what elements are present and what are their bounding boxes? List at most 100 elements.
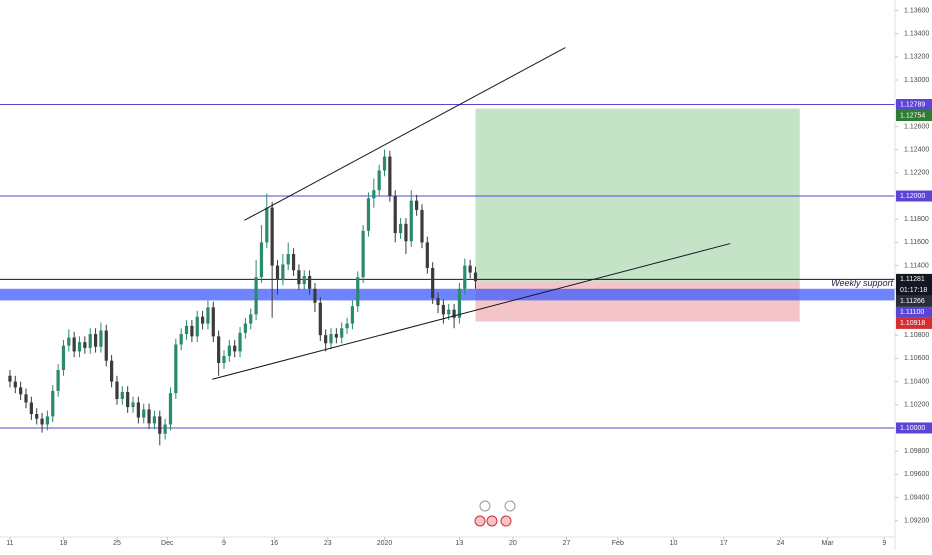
candle-body xyxy=(227,345,231,357)
candle-body xyxy=(388,156,392,197)
candle-body xyxy=(302,276,306,285)
y-tick-label: 1.09800 xyxy=(904,448,929,455)
event-icons xyxy=(474,500,516,527)
x-tick-label: Feb xyxy=(612,540,624,547)
price-tag xyxy=(896,317,932,329)
y-tick-label: 1.12200 xyxy=(904,170,929,177)
event-icon xyxy=(486,515,498,527)
candle-body xyxy=(13,381,17,388)
candle-body xyxy=(93,334,98,347)
price-tag xyxy=(896,306,932,318)
candle-body xyxy=(24,394,28,403)
y-tick-label: 1.10600 xyxy=(904,355,929,362)
x-tick-label: 17 xyxy=(720,540,728,547)
candle-body xyxy=(88,334,92,348)
price-tag xyxy=(896,295,932,307)
price-tag-label: 1.12754 xyxy=(900,112,925,119)
candle-body xyxy=(297,270,301,285)
candle-body xyxy=(179,334,183,345)
candle-body xyxy=(131,402,135,408)
candle-body xyxy=(366,198,371,231)
y-tick-label: 1.09200 xyxy=(904,518,929,525)
last-price-tag xyxy=(896,273,932,296)
candle-body xyxy=(206,307,210,324)
candle-body xyxy=(291,254,296,271)
candle-body xyxy=(340,328,344,338)
candle-body xyxy=(120,392,124,399)
candle-body xyxy=(350,306,355,324)
candle-body xyxy=(136,402,140,418)
candle-body xyxy=(238,332,242,352)
y-tick-label: 1.10400 xyxy=(904,378,929,385)
price-tag xyxy=(896,99,932,111)
candle-body xyxy=(19,387,23,395)
event-icon xyxy=(504,500,516,512)
y-tick-label: 1.11600 xyxy=(904,239,929,246)
support-band xyxy=(0,288,895,301)
candle-body xyxy=(377,170,381,191)
plot-area: Weekly support xyxy=(0,47,895,446)
candle-body xyxy=(174,344,178,394)
price-tag-label: 1.11266 xyxy=(900,298,925,305)
candle-body xyxy=(409,200,413,242)
y-tick-label: 1.13000 xyxy=(904,77,929,84)
candle-body xyxy=(425,242,429,268)
y-tick-label: 1.12400 xyxy=(904,146,929,153)
candle-body xyxy=(356,277,360,307)
y-tick-label: 1.11400 xyxy=(904,262,929,269)
candle-body xyxy=(404,223,408,242)
support-label: Weekly support xyxy=(831,278,893,288)
candle-body xyxy=(195,316,199,337)
candle-body xyxy=(254,277,258,315)
candle-body xyxy=(243,323,247,333)
profit-zone xyxy=(475,108,800,282)
event-icon xyxy=(500,515,512,527)
candle-body xyxy=(473,272,478,282)
x-tick-label: 20 xyxy=(509,540,517,547)
candle-body xyxy=(447,309,451,315)
candle-body xyxy=(441,305,445,315)
candle-body xyxy=(110,360,114,382)
candle-body xyxy=(211,307,215,337)
candle-body xyxy=(281,264,285,280)
candle-body xyxy=(468,265,472,273)
x-tick-label: 16 xyxy=(270,540,278,547)
candle-body xyxy=(35,414,39,419)
x-tick-label: 23 xyxy=(324,540,332,547)
candle-body xyxy=(313,288,317,303)
candle-body xyxy=(77,342,82,352)
loss-zone xyxy=(475,281,800,322)
candle-body xyxy=(61,345,66,370)
candle-body xyxy=(436,298,440,306)
candle-body xyxy=(8,375,12,382)
candle-body xyxy=(463,265,467,289)
countdown-label: 01:17:18 xyxy=(900,287,927,294)
price-tag-label: 1.10000 xyxy=(900,425,925,432)
y-tick-label: 1.13200 xyxy=(904,54,929,61)
candle-body xyxy=(99,330,103,347)
x-tick-label: 10 xyxy=(670,540,678,547)
candle-body xyxy=(115,381,119,399)
candle-body xyxy=(217,336,221,364)
candle-body xyxy=(329,334,333,344)
candle-body xyxy=(142,409,146,418)
x-tick-label: 27 xyxy=(563,540,571,547)
candle-body xyxy=(334,334,338,338)
candle-body xyxy=(372,190,376,199)
price-tag-label: 1.12000 xyxy=(900,193,925,200)
candle-body xyxy=(40,418,44,425)
x-tick-label: 9 xyxy=(222,540,226,547)
candle-body xyxy=(152,416,157,424)
price-tag-label: 1.10918 xyxy=(900,320,925,327)
candle-body xyxy=(324,335,328,344)
candle-body xyxy=(67,337,71,346)
y-tick-label: 1.09600 xyxy=(904,471,929,478)
candle-body xyxy=(452,309,456,318)
candle-body xyxy=(420,209,424,243)
price-tag xyxy=(896,190,932,202)
candle-body xyxy=(45,416,50,425)
x-tick-label: 13 xyxy=(456,540,464,547)
x-tick-label: 9 xyxy=(882,540,886,547)
